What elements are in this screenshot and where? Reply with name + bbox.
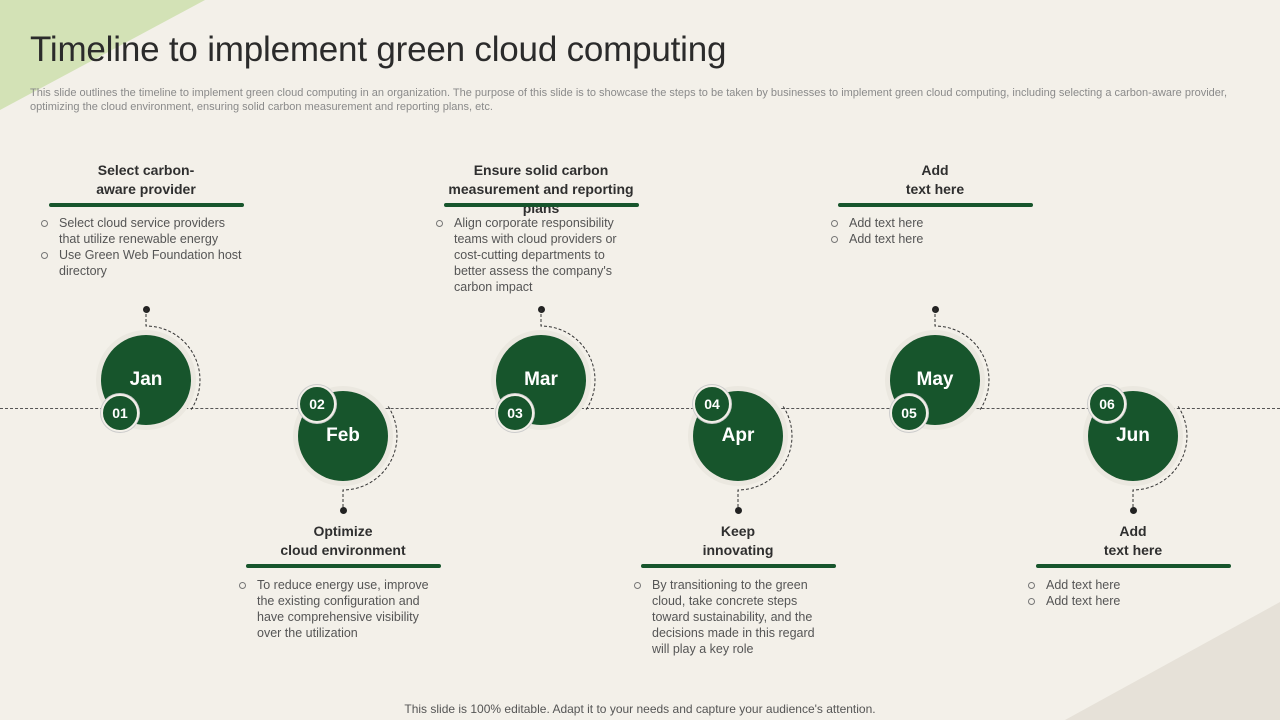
step-bullet-list: Add text here Add text here [830, 215, 1010, 247]
step-heading: Keep innovating [702, 523, 774, 558]
bullet-item: Add text here [1027, 577, 1207, 593]
step-number-badge: 05 [890, 394, 928, 432]
step-number-badge: 02 [298, 385, 336, 423]
page-title: Timeline to implement green cloud comput… [30, 30, 727, 69]
connector-dot [734, 506, 742, 514]
bullet-item: Add text here [1027, 593, 1207, 609]
step-heading: Select carbon- aware provider [96, 162, 196, 197]
step-heading: Ensure solid carbon measurement and repo… [448, 162, 634, 216]
timeline-line [0, 408, 1280, 409]
step-bullet-list: Add text here Add text here [1027, 577, 1207, 609]
corner-decoration-top-left [0, 0, 205, 110]
bullet-item: Add text here [830, 231, 1010, 247]
step-number-badge: 01 [101, 394, 139, 432]
step-underline [444, 203, 639, 207]
step-underline [838, 203, 1033, 207]
step-number-badge: 04 [693, 385, 731, 423]
step-bullet-list: Align corporate responsibility teams wit… [435, 215, 635, 295]
step-underline [246, 564, 441, 568]
dashed-arc-connector [145, 309, 201, 412]
bullet-item: Add text here [830, 215, 1010, 231]
dashed-arc-connector [737, 404, 793, 507]
connector-dot [339, 506, 347, 514]
step-number-badge: 06 [1088, 385, 1126, 423]
footer-note: This slide is 100% editable. Adapt it to… [404, 702, 876, 716]
bullet-item: Align corporate responsibility teams wit… [435, 215, 635, 295]
bullet-item: Use Green Web Foundation host directory [40, 247, 245, 279]
bullet-item: By transitioning to the green cloud, tak… [633, 577, 833, 657]
step-underline [641, 564, 836, 568]
step-bullet-list: Select cloud service providers that util… [40, 215, 245, 279]
step-heading: Optimize cloud environment [280, 523, 406, 558]
step-underline [1036, 564, 1231, 568]
dashed-arc-connector [934, 309, 990, 412]
bullet-item: To reduce energy use, improve the existi… [238, 577, 443, 641]
step-underline [49, 203, 244, 207]
step-bullet-list: To reduce energy use, improve the existi… [238, 577, 443, 641]
bullet-item: Select cloud service providers that util… [40, 215, 245, 247]
step-heading: Add text here [1103, 523, 1163, 558]
step-number-badge: 03 [496, 394, 534, 432]
page-subtitle: This slide outlines the timeline to impl… [30, 87, 1228, 113]
dashed-arc-connector [540, 309, 596, 412]
connector-dot [1129, 506, 1137, 514]
dashed-arc-connector [342, 404, 398, 507]
corner-decoration-bottom-right [1065, 602, 1280, 720]
dashed-arc-connector [1132, 404, 1188, 507]
step-heading: Add text here [905, 162, 965, 197]
step-bullet-list: By transitioning to the green cloud, tak… [633, 577, 833, 657]
